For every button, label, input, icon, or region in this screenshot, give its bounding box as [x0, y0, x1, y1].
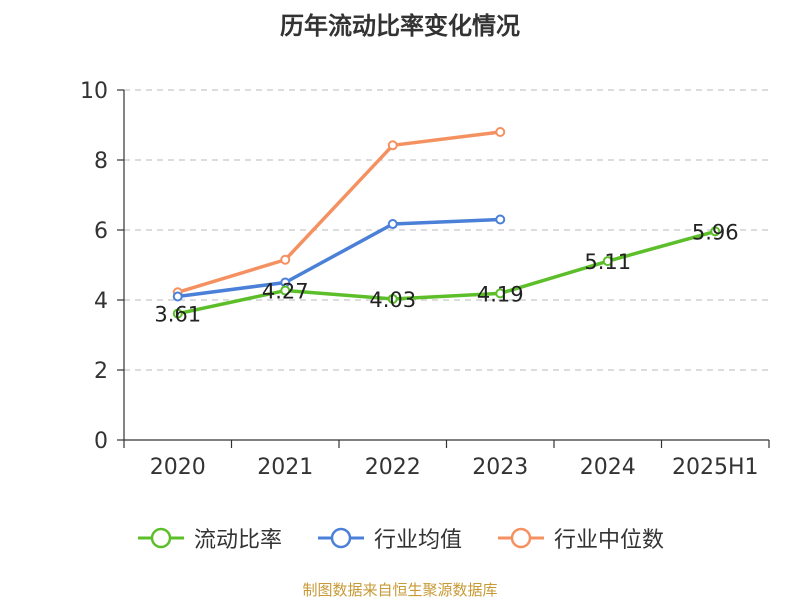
data-label: 4.19 [477, 282, 524, 306]
legend-label: 行业中位数 [554, 528, 665, 553]
line-chart: 0 2 4 6 8 10 2020 2021 2022 2023 2024 2025H1 3.61 4.2… [80, 79, 770, 480]
y-tick-label: 6 [94, 219, 108, 244]
x-tick-label: 2023 [472, 455, 528, 480]
data-point-series-2 [172, 291, 183, 302]
data-label: 4.27 [262, 280, 309, 304]
y-tick-label: 2 [94, 359, 108, 384]
chart-title: 历年流动比率变化情况 [280, 12, 520, 40]
legend-item-2[interactable]: 行业均值 [316, 522, 462, 554]
series-line-2 [176, 217, 502, 299]
legend-label: 流动比率 [193, 528, 282, 553]
x-tick-label: 2024 [580, 455, 636, 480]
data-label: 5.11 [584, 250, 631, 274]
data-label: 3.61 [154, 303, 201, 327]
chart-legend: 流动比率 行业均值 行业中位数 [0, 520, 800, 556]
legend-marker-icon [498, 527, 544, 549]
data-point-series-1 [602, 256, 613, 267]
data-point-series-3 [495, 127, 506, 137]
data-point-series-2 [387, 219, 398, 230]
data-point-series-2 [495, 214, 506, 225]
legend-marker-icon [317, 527, 364, 549]
data-source-note: 制图数据来自恒生聚源数据库 [302, 581, 498, 599]
x-tick-label: 2022 [365, 455, 421, 480]
y-tick-label: 8 [94, 149, 108, 174]
legend-item-3[interactable]: 行业中位数 [496, 522, 664, 554]
x-tick-label: 2025H1 [672, 455, 759, 480]
series-line-3 [176, 130, 502, 295]
legend-item-1[interactable]: 流动比率 [136, 522, 282, 554]
y-tick-label: 10 [80, 79, 108, 104]
x-tick-label: 2021 [257, 455, 313, 480]
data-point-series-1 [387, 293, 398, 304]
data-label: 5.96 [692, 220, 739, 244]
data-point-series-1 [495, 288, 506, 299]
y-tick-label: 4 [94, 289, 108, 314]
series-line-1 [176, 229, 717, 316]
data-point-series-3 [280, 254, 291, 265]
legend-marker-icon [137, 527, 184, 549]
data-point-series-1 [280, 285, 291, 296]
data-point-series-1 [172, 308, 183, 319]
data-point-series-1 [710, 226, 721, 237]
data-point-series-3 [387, 140, 398, 151]
x-tick-label: 2020 [150, 455, 206, 480]
y-tick-label: 0 [94, 429, 108, 454]
data-label: 4.03 [369, 288, 416, 312]
legend-label: 行业均值 [373, 528, 462, 553]
